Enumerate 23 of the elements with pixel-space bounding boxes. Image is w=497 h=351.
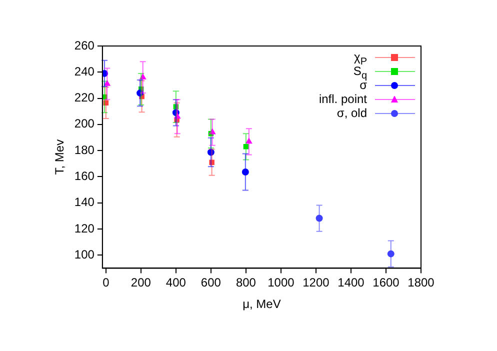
y-tick-label: 180	[74, 142, 95, 157]
x-tick-label: 1800	[408, 276, 435, 290]
x-tick-label: 600	[200, 276, 222, 290]
legend-label: σ, old	[336, 106, 367, 120]
y-tick-label: 220	[74, 90, 95, 105]
y-tick-label: 140	[74, 195, 95, 210]
x-tick-label: 0	[102, 276, 110, 290]
x-tick-label: 1600	[372, 276, 400, 290]
y-tick-label: 120	[74, 221, 95, 236]
y-tick-label: 160	[74, 169, 95, 184]
y-tick-label: 240	[74, 64, 95, 78]
y-tick-label: 200	[74, 116, 95, 131]
y-axis-title: T, Mev	[52, 139, 67, 175]
x-tick-label: 800	[236, 276, 256, 290]
x-tick-label: 1200	[302, 276, 330, 290]
x-tick-label: 400	[166, 276, 186, 290]
x-axis-title: μ, MeV	[242, 297, 281, 312]
x-tick-label: 1400	[338, 276, 365, 290]
legend-label: infl. point	[318, 92, 367, 106]
x-tick-label: 200	[130, 276, 152, 290]
y-tick-label: 260	[74, 38, 95, 52]
y-tick-label: 100	[74, 247, 95, 262]
x-tick-label: 1000	[268, 276, 295, 290]
